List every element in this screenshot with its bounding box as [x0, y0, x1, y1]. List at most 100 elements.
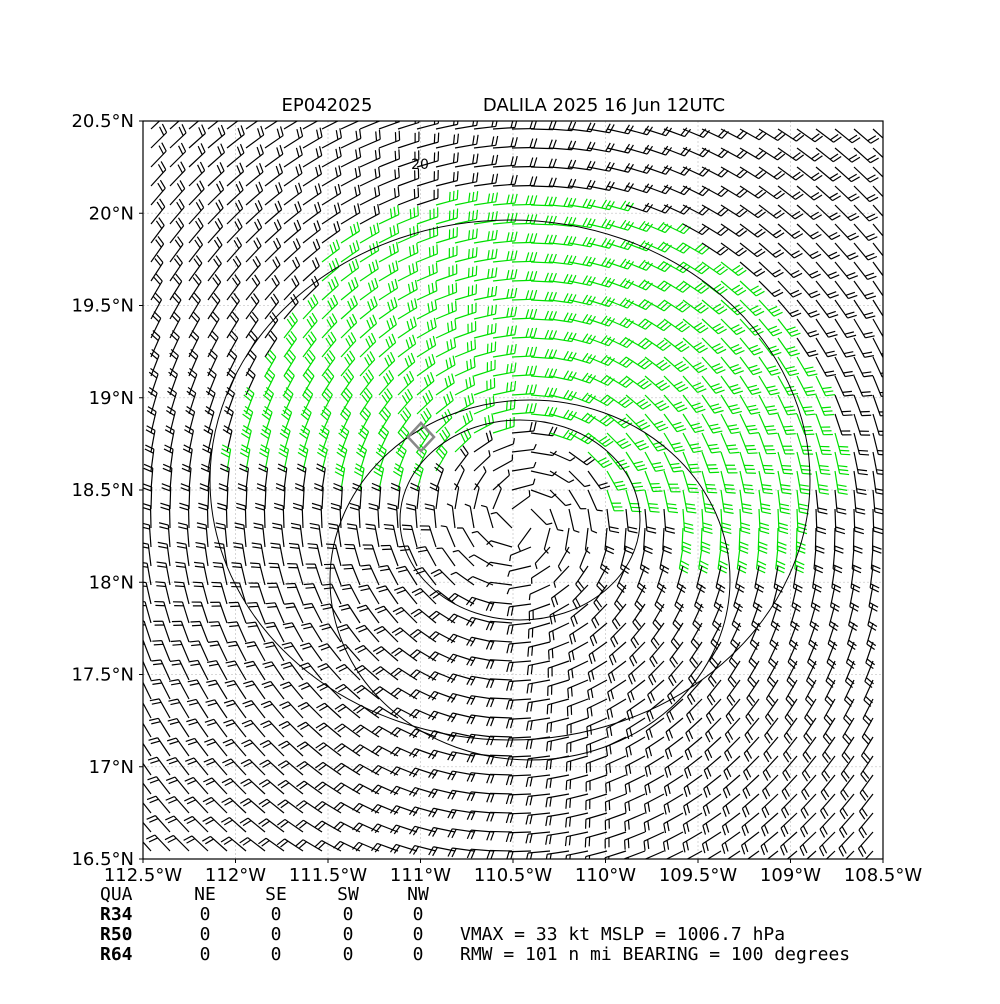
barb-feather: [395, 170, 396, 179]
barb-feather: [476, 266, 477, 275]
barb-staff: [302, 506, 303, 528]
barb-feather: [437, 244, 438, 253]
barb-feather: [211, 625, 220, 626]
barb-staff: [835, 509, 836, 531]
barb-feather: [429, 247, 430, 256]
barb-feather: [395, 151, 396, 160]
barb-feather: [249, 606, 258, 607]
barb-feather: [747, 449, 756, 450]
barb-feather: [597, 510, 603, 511]
barb-feather: [467, 342, 468, 351]
barb-feather: [175, 586, 184, 587]
barb-feather: [209, 622, 218, 623]
barb-staff: [226, 506, 227, 528]
barb-feather: [457, 190, 458, 199]
barb-feather: [418, 206, 419, 215]
barb-feather: [748, 453, 757, 454]
barb-feather: [529, 490, 530, 496]
barb-feather: [379, 130, 380, 139]
barb-feather: [266, 603, 275, 604]
barb-feather: [327, 548, 336, 549]
barb-staff: [512, 223, 534, 224]
barb-feather: [172, 644, 181, 645]
barb-feather: [306, 587, 315, 588]
barb-feather: [488, 325, 489, 334]
barb-feather: [861, 392, 870, 393]
barb-feather: [842, 411, 851, 412]
barb-feather: [448, 304, 449, 313]
barb-feather: [399, 168, 400, 177]
barb-feather: [429, 266, 430, 275]
barb-feather: [472, 267, 473, 276]
barb-feather: [174, 582, 183, 583]
barb-feather: [728, 449, 737, 450]
barb-staff: [283, 506, 284, 528]
barb-feather: [414, 208, 415, 217]
barb-feather: [491, 324, 492, 333]
barb-feather: [269, 563, 278, 564]
barb-staff: [264, 506, 265, 528]
chart-title: DALILA 2025 16 Jun 12UTC: [483, 95, 725, 116]
barb-feather: [730, 452, 739, 453]
barb-feather: [783, 469, 792, 470]
barb-feather: [493, 396, 494, 405]
barb-feather: [171, 641, 180, 642]
barb-feather: [156, 586, 165, 587]
barb-feather: [399, 149, 400, 158]
barb-feather: [529, 594, 530, 600]
barb-feather: [490, 397, 491, 406]
barb-feather: [402, 525, 411, 526]
barb-feather: [495, 323, 496, 332]
barb-feather: [304, 584, 313, 585]
barb-feather: [457, 152, 458, 161]
barb-feather: [155, 582, 164, 583]
barb-staff: [512, 242, 534, 243]
barb-staff: [245, 506, 246, 528]
barb-feather: [823, 411, 832, 412]
barb-staff: [854, 509, 855, 531]
barb-feather: [843, 415, 852, 416]
barb-feather: [863, 395, 872, 396]
barb-feather: [690, 468, 699, 469]
barb-feather: [152, 641, 161, 642]
barb-feather: [725, 488, 734, 489]
barb-feather: [785, 430, 794, 431]
barb-feather: [486, 399, 487, 408]
barb-feather: [450, 192, 451, 201]
barb-staff: [512, 299, 534, 300]
barb-feather: [707, 488, 716, 489]
barb-feather: [471, 341, 472, 350]
barb-staff: [816, 509, 817, 531]
barb-feather: [708, 492, 717, 493]
barb-feather: [859, 450, 868, 451]
barb-feather: [745, 445, 754, 446]
barb-feather: [456, 301, 457, 310]
barb-feather: [528, 647, 529, 656]
barb-feather: [476, 247, 477, 256]
barb-staff: [873, 509, 874, 531]
barb-feather: [410, 209, 411, 218]
barb-feather: [454, 153, 455, 162]
storm-id: EP042025: [282, 95, 373, 116]
barb-feather: [453, 172, 454, 181]
barb-feather: [727, 445, 736, 446]
barb-feather: [193, 582, 202, 583]
barb-feather: [433, 264, 434, 273]
barb-feather: [821, 407, 830, 408]
barb-staff: [512, 261, 534, 262]
barb-feather: [344, 568, 353, 569]
barb-feather: [472, 248, 473, 257]
barb-feather: [571, 687, 572, 696]
barb-feather: [648, 504, 657, 505]
barb-feather: [724, 485, 733, 486]
barb-feather: [469, 268, 470, 277]
barb-feather: [784, 473, 793, 474]
barb-feather: [232, 567, 241, 568]
barb-feather: [568, 689, 569, 698]
barb-feather: [270, 567, 279, 568]
barb-feather: [649, 508, 658, 509]
barb-feather: [441, 526, 447, 527]
barb-feather: [452, 303, 453, 312]
barb-feather: [457, 171, 458, 180]
